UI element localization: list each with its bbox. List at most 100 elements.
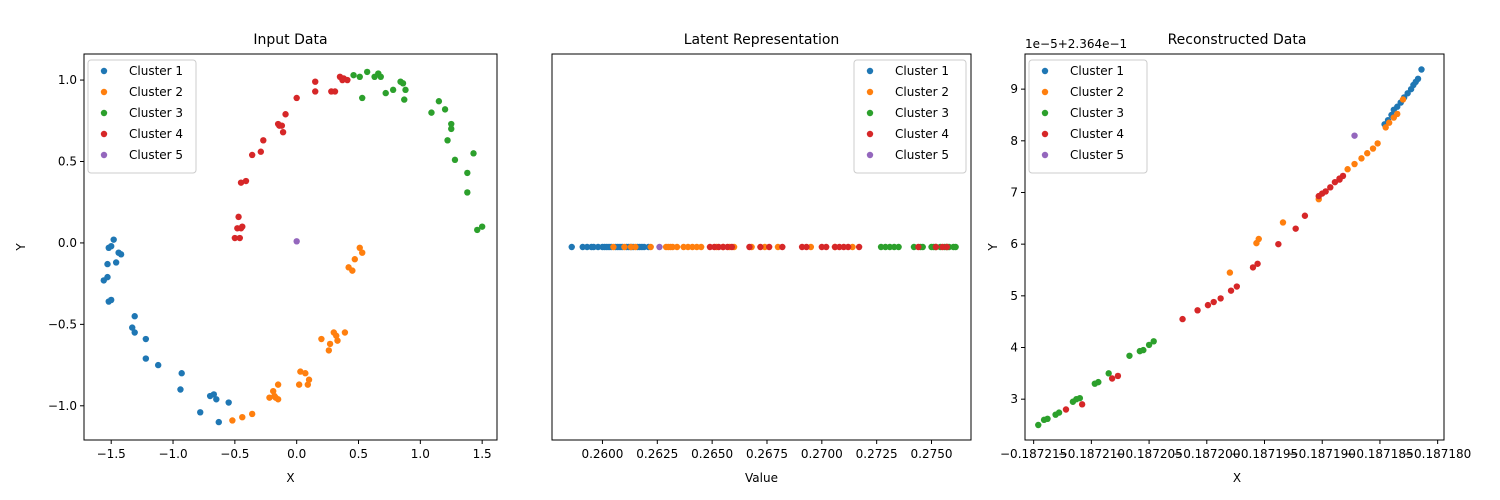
reconstructed-point-2-9: [1364, 150, 1371, 157]
latent-point-4-9: [765, 243, 773, 251]
latent-points: [568, 243, 959, 251]
latent-axes-frame: [551, 53, 972, 441]
latent-point-3-17: [952, 243, 959, 251]
reconstructed-point-4-8: [1210, 298, 1217, 306]
reconstructed-x-axis-label: X: [1233, 471, 1241, 485]
reconstructed-point-2-8: [1358, 155, 1365, 162]
latent-point-4-5: [724, 243, 731, 251]
latent-point-2-22: [774, 243, 782, 251]
input-data-x-tick-label-3: −0.5: [220, 447, 249, 461]
reconstructed-axes-frame: [1024, 53, 1445, 441]
latent-legend-marker-4: [866, 130, 874, 138]
latent-point-4-18: [844, 243, 852, 251]
reconstructed-point-2-13: [1385, 119, 1393, 126]
reconstructed-point-2-11: [1374, 140, 1381, 147]
latent-point-4-17: [840, 243, 847, 251]
input-data-point-4-18: [312, 88, 319, 95]
latent-point-4-4: [719, 243, 727, 251]
reconstructed-legend: Cluster 1 Cluster 2 Cluster 3 Cluster 4 Clus…: [1028, 59, 1148, 174]
input-data-point-2-4: [266, 394, 273, 401]
reconstructed-legend-marker-3: [1041, 109, 1049, 117]
input-data-point-1-18: [178, 370, 185, 377]
input-data-panel: Input Data X Y −1.5 −1.0 −0.5 0.0 0.5 1.0 1.5 …: [14, 32, 498, 485]
input-data-legend-label-2: Cluster 2: [129, 85, 183, 99]
reconstructed-point-3-1: [1035, 421, 1042, 429]
reconstructed-point-2-15: [1394, 110, 1401, 118]
input-data-x-tick-label-4: 0.0: [287, 447, 306, 461]
input-data-point-3-4: [363, 68, 371, 76]
input-data-point-1-6: [110, 236, 117, 243]
reconstructed-x-tick-label-1: −0.187215: [1000, 447, 1067, 461]
input-data-legend-marker-1: [100, 67, 108, 75]
input-data-point-3-12: [401, 96, 408, 103]
input-data-point-3-19: [448, 125, 455, 133]
latent-representation-panel: Latent Representation Value 0.2600 0.2625…: [551, 32, 972, 485]
input-data-y-axis-label: Y: [14, 243, 28, 252]
input-data-point-2-21: [341, 329, 349, 336]
latent-legend-box: [853, 59, 967, 174]
latent-legend-label-1: Cluster 1: [895, 64, 949, 78]
input-data-legend-marker-4: [100, 130, 108, 138]
reconstructed-legend-marker-5: [1041, 151, 1049, 159]
latent-legend-label-3: Cluster 3: [895, 106, 949, 120]
reconstructed-point-3-5: [1055, 409, 1063, 416]
latent-x-tick-label-5: 0.2700: [801, 447, 843, 461]
latent-x-tick-label-6: 0.2725: [856, 447, 898, 461]
input-data-point-2-5: [269, 387, 277, 395]
reconstructed-x-tick-label-8: −0.187180: [1404, 447, 1471, 461]
input-data-point-4-19: [312, 78, 319, 85]
latent-point-4-8: [757, 243, 764, 251]
reconstructed-point-4-24: [1336, 175, 1343, 182]
reconstructed-point-5-1: [1351, 132, 1358, 139]
latent-legend-label-5: Cluster 5: [895, 148, 949, 162]
input-data-point-4-14: [278, 122, 286, 129]
reconstructed-x-tick-label-7: −0.187185: [1346, 447, 1413, 461]
input-data-x-tick-label-1: −1.5: [97, 447, 126, 461]
reconstructed-point-4-13: [1254, 260, 1261, 267]
reconstructed-point-4-2: [1078, 401, 1086, 408]
latent-legend-label-4: Cluster 4: [895, 127, 949, 141]
input-data-point-3-23: [470, 150, 477, 157]
reconstructed-point-4-5: [1179, 315, 1186, 323]
input-data-point-4-11: [260, 137, 267, 144]
reconstructed-point-3-10: [1095, 378, 1102, 386]
input-data-point-2-16: [325, 347, 333, 354]
input-data-point-2-9: [274, 381, 282, 388]
latent-point-3-4: [891, 243, 898, 251]
input-data-point-2-2: [239, 414, 246, 421]
latent-point-4-19: [855, 243, 863, 251]
input-data-point-3-14: [428, 109, 435, 116]
input-data-point-2-20: [334, 337, 341, 344]
reconstructed-y-ticks: 3 4 5 6 7 8 9: [1010, 82, 1025, 406]
reconstructed-point-3-14: [1140, 346, 1147, 354]
latent-x-tick-label-2: 0.2625: [636, 447, 678, 461]
latent-point-3-2: [882, 243, 889, 251]
latent-x-tick-label-3: 0.2650: [691, 447, 733, 461]
reconstructed-x-tick-label-6: −0.187190: [1289, 447, 1356, 461]
reconstructed-legend-marker-1: [1041, 67, 1049, 75]
reconstructed-point-2-16: [1399, 96, 1407, 103]
input-data-point-3-24: [474, 226, 481, 234]
input-data-point-3-16: [441, 106, 449, 113]
input-data-point-2-15: [318, 335, 325, 343]
latent-point-2-14: [693, 243, 700, 251]
latent-point-4-16: [836, 243, 843, 251]
input-data-x-tick-label-6: 1.0: [411, 447, 430, 461]
latent-x-tick-label-1: 0.2600: [581, 447, 623, 461]
input-data-point-3-25: [478, 223, 486, 230]
input-data-point-1-19: [177, 386, 184, 393]
latent-point-4-11: [798, 243, 806, 251]
reconstructed-points: [1035, 66, 1425, 429]
input-data-point-1-16: [142, 355, 150, 362]
reconstructed-title: Reconstructed Data: [1168, 32, 1307, 48]
reconstructed-point-4-9: [1217, 295, 1224, 302]
input-data-x-axis-label: X: [286, 471, 294, 485]
reconstructed-legend-box: [1028, 59, 1148, 174]
input-data-y-tick-label-5: 1.0: [58, 73, 77, 87]
latent-point-2-25: [849, 243, 856, 251]
reconstructed-point-4-7: [1204, 301, 1212, 309]
latent-point-2-11: [680, 243, 687, 251]
input-data-point-4-16: [282, 111, 289, 118]
reconstructed-y-tick-label-2: 4: [1010, 341, 1018, 355]
reconstructed-point-3-8: [1076, 394, 1084, 402]
